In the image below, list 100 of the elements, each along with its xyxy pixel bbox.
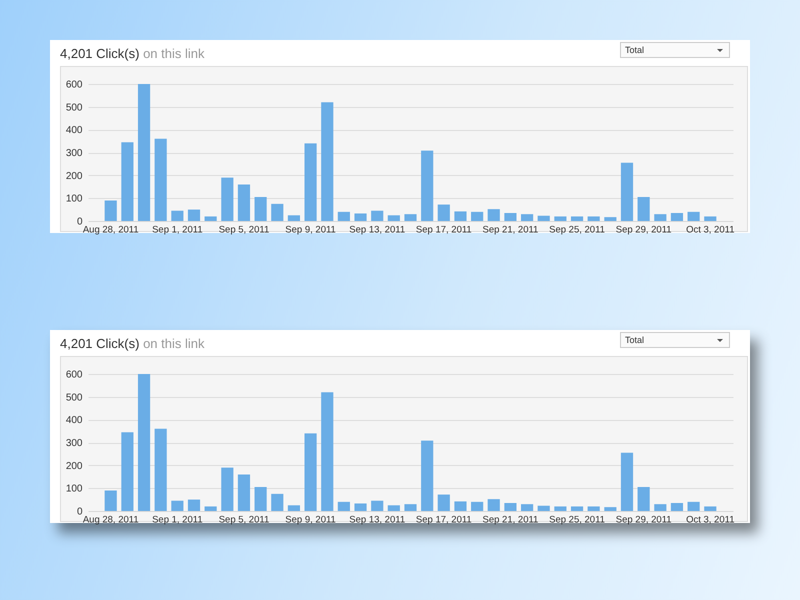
bar (188, 210, 200, 221)
y-tick-label: 0 (76, 506, 83, 518)
y-tick-label: 200 (66, 170, 83, 182)
bar (271, 494, 284, 511)
x-tick-label: Sep 25, 2011 (549, 224, 605, 236)
y-tick-label: 100 (66, 194, 83, 205)
chart-subtitle: on this link (142, 46, 205, 61)
y-tick-label: 300 (66, 148, 83, 159)
y-tick-label: 400 (66, 125, 83, 136)
x-tick-label: Sep 17, 2011 (416, 514, 472, 526)
bar (104, 490, 117, 511)
bar (504, 503, 516, 511)
bar (304, 433, 317, 511)
bar (154, 428, 167, 511)
y-tick-label: 400 (66, 415, 83, 426)
bar (171, 500, 184, 511)
bar (404, 504, 417, 511)
bar (321, 102, 334, 221)
x-tick-label: Sep 9, 2011 (285, 224, 336, 236)
bar (204, 216, 217, 221)
chart-subtitle: on this link (142, 336, 205, 351)
bar (288, 215, 300, 221)
bar (538, 506, 550, 511)
y-tick-label: 0 (76, 216, 83, 228)
bar (188, 500, 200, 511)
x-tick-label: Sep 5, 2011 (218, 514, 270, 526)
bar (471, 502, 484, 511)
x-tick-label: Sep 13, 2011 (349, 224, 406, 236)
bar (388, 215, 400, 221)
y-tick-label: 500 (66, 392, 83, 404)
x-tick-label: Sep 17, 2011 (416, 224, 472, 236)
bar (688, 502, 700, 511)
bar (154, 138, 167, 221)
y-tick-label: 200 (66, 460, 83, 472)
x-tick-label: Oct 3, 2011 (686, 224, 734, 236)
bar (388, 505, 400, 511)
bar (438, 204, 450, 221)
bar (521, 214, 534, 221)
bar (638, 197, 650, 221)
bar (404, 214, 417, 221)
x-tick-label: Sep 21, 2011 (482, 224, 538, 236)
x-tick-label: Sep 29, 2011 (616, 224, 672, 236)
x-tick-label: Sep 21, 2011 (482, 514, 538, 526)
bar (254, 197, 267, 221)
dropdown: Total (620, 42, 730, 58)
bar (338, 212, 350, 221)
bar (538, 216, 550, 221)
dropdown: Total (620, 332, 730, 348)
bar (554, 506, 566, 511)
bar (338, 502, 350, 511)
bar (421, 440, 434, 511)
bar (521, 504, 534, 511)
bar (570, 506, 584, 511)
chart-title: 4,201 Click(s) (60, 46, 140, 61)
bar (438, 494, 450, 511)
y-tick-label: 500 (66, 102, 83, 114)
x-tick-label: Oct 3, 2011 (686, 514, 734, 526)
bar (604, 507, 616, 511)
x-tick-label: Sep 9, 2011 (285, 514, 336, 526)
bar (421, 150, 434, 221)
bar (371, 500, 384, 511)
bar (654, 504, 666, 511)
bar (221, 468, 234, 511)
bar (704, 506, 716, 511)
bar (138, 84, 150, 221)
bar (638, 487, 650, 511)
y-tick-label: 100 (66, 484, 83, 495)
bar (588, 216, 600, 221)
bar (271, 204, 284, 221)
bar (288, 505, 300, 511)
bar (488, 209, 500, 221)
bar (121, 142, 134, 221)
bar (138, 374, 150, 511)
bar (254, 487, 267, 511)
bar (321, 392, 334, 511)
x-tick-label: Sep 13, 2011 (349, 514, 406, 526)
bar (570, 216, 584, 221)
bar (670, 213, 684, 221)
x-tick-label: Sep 1, 2011 (152, 514, 203, 526)
bar (371, 210, 384, 221)
bar (454, 501, 467, 511)
bar (238, 184, 250, 221)
bar (221, 178, 234, 221)
x-tick-label: Sep 1, 2011 (152, 224, 203, 236)
bar (121, 432, 134, 511)
bar (354, 503, 367, 511)
chart-title: 4,201 Click(s) (60, 336, 140, 351)
x-tick-label: Sep 29, 2011 (616, 514, 672, 526)
y-tick-label: 600 (66, 80, 83, 90)
y-tick-label: 600 (66, 370, 83, 380)
x-tick-label: Aug 28, 2011 (82, 224, 139, 236)
x-tick-label: Sep 5, 2011 (218, 224, 270, 236)
bar (171, 210, 184, 221)
bar (620, 452, 634, 511)
bar (554, 216, 566, 221)
bar (471, 212, 484, 221)
y-tick-label: 300 (66, 438, 83, 449)
bar (354, 213, 367, 221)
x-tick-label: Aug 28, 2011 (82, 514, 139, 526)
bar (704, 216, 716, 221)
